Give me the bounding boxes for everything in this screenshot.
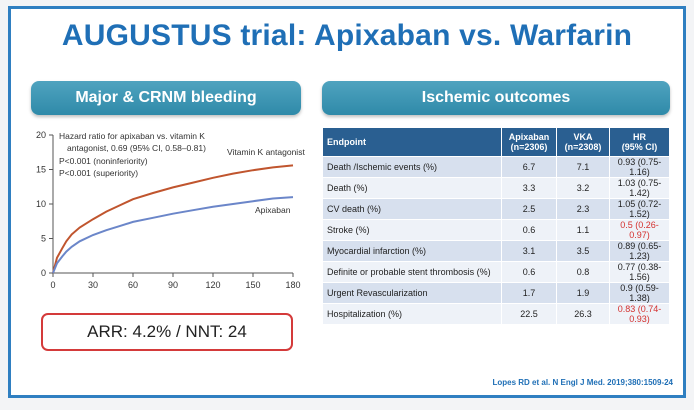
hr-cell: 0.77 (0.38-1.56) (609, 261, 670, 283)
hr-cell: 0.89 (0.65-1.23) (609, 240, 670, 262)
annotation-line-1: Hazard ratio for apixaban vs. vitamin K (59, 131, 205, 141)
km-chart-svg: 0 5 10 15 20 0 30 60 90 120 150 180 Hazard ratio fo… (36, 130, 305, 290)
apixaban-cell: 0.6 (501, 261, 557, 283)
hr-cell: 0.83 (0.74-0.93) (609, 303, 670, 325)
table-header-row: Endpoint Apixaban (n=2306) VKA (n=2308) HR… (322, 127, 670, 157)
arr-nnt-box: ARR: 4.2% / NNT: 24 (41, 313, 293, 351)
x-tick-label: 30 (88, 280, 98, 290)
vka-cell: 3.2 (556, 177, 610, 199)
table-row: Death /Ischemic events (%) 6.7 7.1 0.93 (0.… (322, 156, 670, 178)
vka-cell: 26.3 (556, 303, 610, 325)
hr-cell: 1.05 (0.72-1.52) (609, 198, 670, 220)
y-tick-label: 5 (41, 234, 46, 244)
ischemic-outcomes-table: Endpoint Apixaban (n=2306) VKA (n=2308) HR… (322, 127, 670, 325)
table-row: Hospitalization (%) 22.5 26.3 0.83 (0.74-0.… (322, 303, 670, 325)
vka-cell: 7.1 (556, 156, 610, 178)
endpoint-cell: Urgent Revascularization (322, 282, 502, 304)
annotation-line-4: P<0.001 (superiority) (59, 168, 138, 178)
y-tick-label: 15 (36, 165, 46, 175)
x-tick-label: 180 (285, 280, 300, 290)
header-hr: HR (95% CI) (609, 127, 670, 157)
apixaban-cell: 2.5 (501, 198, 557, 220)
table-row: Myocardial infarction (%) 3.1 3.5 0.89 (0.6… (322, 240, 670, 262)
x-tick-label: 120 (205, 280, 220, 290)
vka-series-line (52, 164, 294, 274)
ischemic-banner: Ischemic outcomes (322, 81, 670, 115)
legend-vka-label: Vitamin K antagonist (227, 147, 305, 157)
apixaban-cell: 22.5 (501, 303, 557, 325)
x-tick-label: 90 (168, 280, 178, 290)
vka-cell: 0.8 (556, 261, 610, 283)
hr-cell: 0.9 (0.59-1.38) (609, 282, 670, 304)
hr-cell: 0.5 (0.26-0.97) (609, 219, 670, 241)
endpoint-cell: Hospitalization (%) (322, 303, 502, 325)
apixaban-series-line (52, 196, 294, 274)
endpoint-cell: Myocardial infarction (%) (322, 240, 502, 262)
table-row: Stroke (%) 0.6 1.1 0.5 (0.26-0.97) (322, 219, 670, 241)
endpoint-cell: Definite or probable stent thrombosis (%… (322, 261, 502, 283)
table-row: Death (%) 3.3 3.2 1.03 (0.75-1.42) (322, 177, 670, 199)
y-tick-label: 0 (41, 268, 46, 278)
x-tick-label: 150 (245, 280, 260, 290)
endpoint-cell: Death /Ischemic events (%) (322, 156, 502, 178)
slide-title: AUGUSTUS trial: Apixaban vs. Warfarin (61, 19, 633, 52)
vka-cell: 3.5 (556, 240, 610, 262)
x-tick-label: 60 (128, 280, 138, 290)
apixaban-cell: 0.6 (501, 219, 557, 241)
endpoint-cell: Stroke (%) (322, 219, 502, 241)
annotation-line-3: P<0.001 (noninferiority) (59, 156, 148, 166)
vka-cell: 2.3 (556, 198, 610, 220)
x-tick-label: 0 (50, 280, 55, 290)
y-tick-label: 20 (36, 130, 46, 140)
table-row: Definite or probable stent thrombosis (%… (322, 261, 670, 283)
table-row: CV death (%) 2.5 2.3 1.05 (0.72-1.52) (322, 198, 670, 220)
vka-cell: 1.9 (556, 282, 610, 304)
hr-cell: 0.93 (0.75-1.16) (609, 156, 670, 178)
apixaban-cell: 6.7 (501, 156, 557, 178)
km-chart: 0 5 10 15 20 0 30 60 90 120 150 180 Hazard ratio fo… (19, 121, 309, 301)
slide: AUGUSTUS trial: Apixaban vs. Warfarin Ma… (8, 6, 686, 398)
header-endpoint: Endpoint (322, 127, 502, 157)
header-vka: VKA (n=2308) (556, 127, 610, 157)
table-row: Urgent Revascularization 1.7 1.9 0.9 (0.59-… (322, 282, 670, 304)
annotation-line-2: antagonist, 0.69 (95% CI, 0.58–0.81) (67, 143, 206, 153)
header-apixaban: Apixaban (n=2306) (501, 127, 557, 157)
apixaban-cell: 3.1 (501, 240, 557, 262)
apixaban-cell: 3.3 (501, 177, 557, 199)
vka-cell: 1.1 (556, 219, 610, 241)
y-tick-label: 10 (36, 199, 46, 209)
hr-cell: 1.03 (0.75-1.42) (609, 177, 670, 199)
legend-apixaban-label: Apixaban (255, 205, 291, 215)
endpoint-cell: Death (%) (322, 177, 502, 199)
apixaban-cell: 1.7 (501, 282, 557, 304)
citation: Lopes RD et al. N Engl J Med. 2019;380:1… (492, 378, 673, 387)
endpoint-cell: CV death (%) (322, 198, 502, 220)
bleeding-banner: Major & CRNM bleeding (31, 81, 301, 115)
